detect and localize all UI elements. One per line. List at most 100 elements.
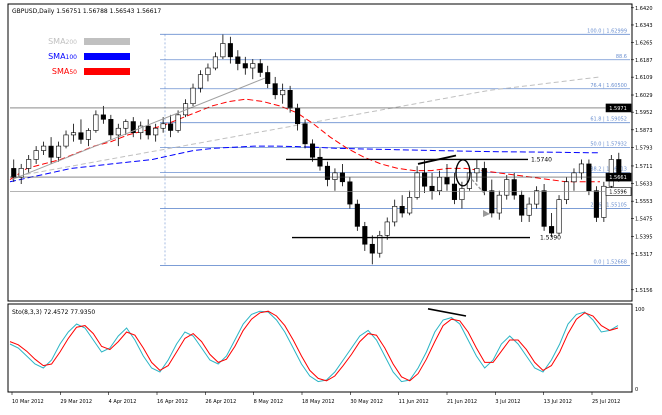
price-tick-label: 1.5633 (635, 181, 653, 187)
candle-body (41, 145, 47, 151)
candle-body (85, 130, 91, 140)
fib-level-label: 88.6 (616, 54, 627, 60)
candle-body (556, 199, 562, 234)
support-label: 1.5390 (540, 235, 561, 242)
legend-swatch (84, 53, 130, 60)
candle-body (354, 203, 360, 227)
candle-body (220, 43, 226, 58)
candle-body (414, 172, 420, 198)
time-tick-label: 4 Apr 2012 (109, 399, 137, 405)
stochastic-signal-line (9, 310, 619, 382)
price-tick-label: 1.6187 (635, 58, 653, 64)
legend-swatch (84, 38, 130, 45)
legend-label: SMA200 (48, 37, 77, 46)
candle-body (100, 114, 106, 120)
candle-body (496, 194, 502, 214)
price-marker-label: 1.5661 (609, 175, 627, 181)
projection-arrow-shaft (471, 179, 485, 194)
fib-level-label: 76.4 | 1.60500 (590, 83, 627, 89)
candle-body (474, 168, 480, 174)
chart-annotations: 1.5740 1.5390 (11, 77, 561, 242)
candle-body (578, 163, 584, 174)
candle-body (48, 145, 54, 158)
price-marker-label: 1.5596 (609, 190, 627, 196)
candle-body (175, 114, 181, 131)
time-tick-label: 29 Mar 2012 (60, 399, 92, 405)
candle-body (153, 127, 159, 136)
stochastic-title: Sto(8,3,3) 72.4572 77.9350 (12, 309, 95, 316)
candle-body (511, 179, 517, 196)
candle-body (563, 181, 570, 200)
candle-body (56, 145, 62, 158)
candle-body (242, 63, 248, 69)
candle-body (265, 72, 271, 84)
price-tick-label: 1.5475 (635, 217, 653, 223)
price-tick-label: 1.6029 (635, 93, 653, 99)
candle-body (317, 156, 323, 167)
candle-body (407, 197, 413, 214)
time-tick-label: 21 Jun 2012 (447, 399, 477, 405)
candle-body (309, 143, 316, 158)
candle-body (93, 114, 99, 131)
time-tick-label: 16 Apr 2012 (157, 399, 188, 405)
fib-level-label: 38.2 | 1.56813 (590, 167, 627, 173)
main-pane-frame (7, 3, 633, 302)
legend-label: SMA50 (52, 67, 77, 76)
legend-label-number: 50 (69, 69, 77, 76)
time-tick-label: 10 Mar 2012 (12, 399, 44, 405)
time-axis: 10 Mar 2012 29 Mar 2012 4 Apr 2012 16 Apr 2… (11, 392, 620, 405)
candle-body (11, 168, 17, 178)
time-tick-label: 8 May 2012 (254, 399, 283, 405)
chart-title: GBPUSD,Daily 1.56751 1.56788 1.56543 1.5… (12, 8, 161, 15)
candle-body (280, 90, 286, 96)
candle-body (332, 172, 338, 180)
candle-body (205, 67, 211, 76)
candle-body (272, 83, 278, 96)
price-tick-label: 1.6109 (635, 75, 653, 81)
price-axis: 1.6420 1.6343 1.6265 1.6187 1.6109 1.6029 1.59… (10, 6, 653, 294)
projection-arrow-head (483, 210, 490, 217)
candle-body (362, 226, 368, 245)
time-tick-label: 18 May 2012 (302, 399, 335, 405)
legend-label: SMA100 (48, 52, 77, 61)
candle-body (436, 177, 443, 192)
candle-body (235, 56, 241, 64)
candle-body (481, 168, 487, 192)
candle-body (504, 179, 510, 196)
candle-body (444, 177, 450, 185)
candle-body (160, 123, 166, 129)
time-tick-label: 30 May 2012 (350, 399, 383, 405)
legend-label-number: 100 (66, 54, 78, 61)
stochastic-pane-frame (7, 303, 633, 393)
candle-body (227, 43, 233, 58)
candle-body (541, 190, 547, 227)
candle-body (593, 190, 599, 218)
resistance-label: 1.5740 (531, 156, 552, 163)
price-tick-label: 1.5156 (635, 288, 653, 294)
stochastic-oscillator: 100 0 (9, 307, 645, 393)
fib-level-label: 50.0 | 1.57932 (590, 142, 627, 148)
price-tick-label: 1.5873 (635, 128, 653, 134)
price-tick-label: 1.5793 (635, 146, 653, 152)
stochastic-divergence-line (427, 308, 467, 317)
price-tick-label: 1.6265 (635, 40, 653, 46)
candle-body (190, 87, 196, 105)
fib-level-label: 0.0 | 1.52668 (594, 259, 628, 265)
fib-level-label: 61.8 | 1.59052 (590, 117, 627, 123)
price-marker-label: 1.5971 (609, 106, 627, 112)
price-tick-label: 1.5395 (635, 234, 653, 240)
time-tick-label: 11 Jun 2012 (399, 399, 429, 405)
candle-body (534, 190, 540, 205)
price-tick-label: 1.5711 (635, 164, 653, 170)
stochastic-tick-label: 100 (635, 307, 645, 313)
candle-body (108, 119, 114, 136)
candle-body (601, 185, 607, 218)
candle-body (33, 150, 39, 160)
candle-body (519, 194, 525, 216)
candle-body (115, 127, 121, 136)
candle-body (78, 132, 84, 140)
candle-body (422, 172, 428, 187)
candle-body (145, 125, 151, 136)
time-tick-label: 26 Apr 2012 (205, 399, 236, 405)
